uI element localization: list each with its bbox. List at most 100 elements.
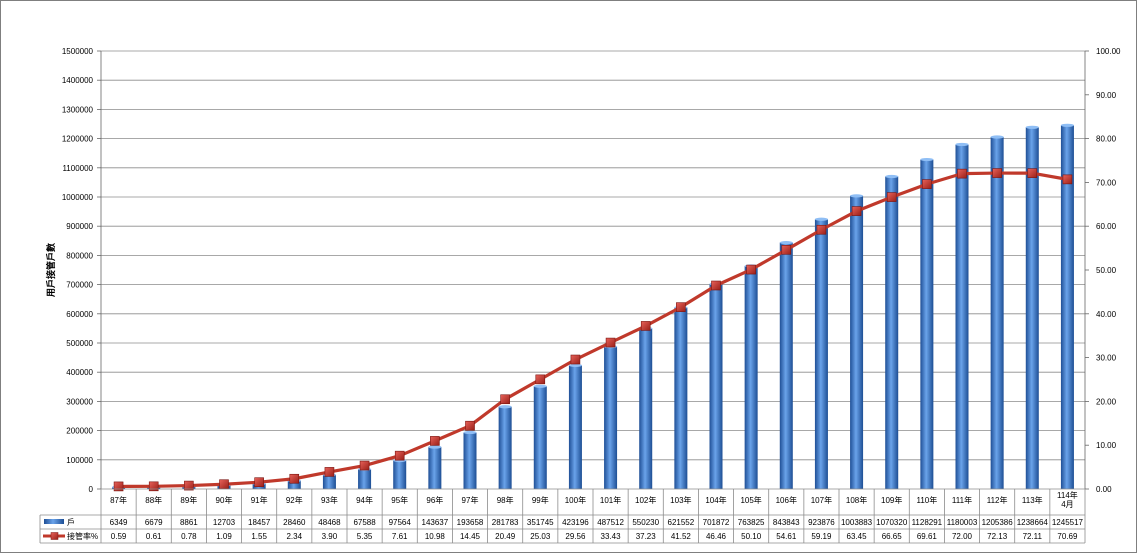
bar [955,144,969,489]
bar-cap [533,384,547,388]
category-label: 91年 [251,495,268,505]
table-value-line: 1.55 [251,532,267,541]
data-table: 87年 88年 89年 90年 91年 92年 93年 94年 95年 96年 97年 98年 99年 1… [39,488,1086,544]
table-value-bar: 6349 [110,518,128,527]
category-label-line: 4月 [1061,500,1073,509]
line-path [118,171,1068,489]
table-value-line: 37.23 [636,532,657,541]
table-value-line: 54.61 [776,532,797,541]
category-label: 87年 [110,495,127,505]
table-value-bar: 701872 [703,518,730,527]
table-value-line: 0.61 [146,532,162,541]
y-right-tick-label: 30.00 [1096,354,1117,363]
line-marker [500,394,510,405]
bar [498,406,512,489]
bar [604,346,618,489]
table-value-bar: 763825 [738,518,765,527]
line-marker [1062,174,1073,185]
y-left-tick-label: 800000 [66,251,93,260]
y-left-tick-label: 700000 [66,281,93,290]
bar [814,219,828,489]
bar-cap [779,240,793,245]
category-label: 99年 [532,495,549,505]
table-value-bar: 550230 [632,518,659,527]
table-value-line: 72.00 [952,532,973,541]
table-value-line: 2.34 [286,532,302,541]
table-value-bar: 67588 [353,518,376,527]
table-value-line: 25.03 [530,532,551,541]
y-left-tick-label: 600000 [66,310,93,319]
line-marker [886,192,897,202]
bar-cap [850,194,864,198]
category-label: 110年 [916,495,937,505]
line-marker [746,264,756,275]
bar-cap [885,174,899,179]
y-right-tick-label: 0.00 [1096,485,1112,494]
bar-cap [990,135,1004,139]
y-left-tick-label: 1500000 [62,47,94,56]
category-label: 108年 [846,495,867,505]
table-value-bar: 1205386 [982,518,1014,527]
table-value-line: 59.19 [811,532,832,541]
bar-cap [920,157,934,162]
bar [744,265,758,489]
category-label: 96年 [426,495,443,505]
table-value-bar: 843843 [773,518,800,527]
line-marker [184,480,194,491]
category-label: 100年 [565,495,586,505]
legend-line-label: 接管率% [67,531,98,541]
table-value-line: 29.56 [565,532,586,541]
table-value-line: 66.65 [882,532,903,541]
category-label: 109年 [881,495,902,505]
table-value-line: 5.35 [357,532,373,541]
line-marker [465,420,475,431]
line-marker [148,481,159,492]
category-label: 112年 [987,495,1008,505]
category-label: 92年 [286,495,303,505]
category-label: 105年 [740,495,761,505]
category-label: 90年 [216,495,233,505]
y-left-tick-label: 100000 [66,456,93,465]
table-value-line: 72.11 [1023,532,1043,541]
line-series [113,168,1073,492]
bar [287,480,301,489]
category-label: 94年 [356,495,373,505]
category-label: 111年 [952,495,972,505]
line-marker [254,477,264,488]
y-left-tick-label: 200000 [66,427,93,436]
category-label: 98年 [497,495,514,505]
table-value-line: 72.13 [987,532,1008,541]
y-left-tick-label: 900000 [66,222,93,231]
table-value-bar: 143637 [422,518,449,527]
line-marker [324,467,335,477]
y-left-tick-label: 1300000 [62,105,94,114]
line-marker [816,224,827,235]
line-marker [781,245,792,255]
y-right-tick-label: 100.00 [1096,47,1121,56]
table-value-bar: 281783 [492,518,519,527]
line-marker [535,374,546,385]
bar [779,242,793,489]
bar [358,469,372,489]
bar [920,159,934,489]
y-right-tick-label: 40.00 [1096,310,1117,319]
category-label: 106年 [776,495,797,505]
bar [639,328,653,489]
line-marker [992,168,1002,178]
table-value-bar: 8861 [180,518,198,527]
bar [1060,125,1074,490]
table-value-line: 70.69 [1057,532,1078,541]
bar [393,460,407,489]
table-value-bar: 28460 [283,518,306,527]
line-marker [640,321,651,331]
y-left-tick-label: 500000 [66,339,93,348]
table-value-bar: 1245517 [1052,518,1084,527]
table-value-bar: 48468 [318,518,341,527]
line-marker [957,168,967,179]
category-label: 95年 [391,495,408,505]
table-value-line: 7.61 [392,532,408,541]
line-marker [851,206,862,216]
gridlines [101,50,1085,461]
category-label: 104年 [705,495,726,505]
y-left-tick-label: 1000000 [62,193,94,202]
